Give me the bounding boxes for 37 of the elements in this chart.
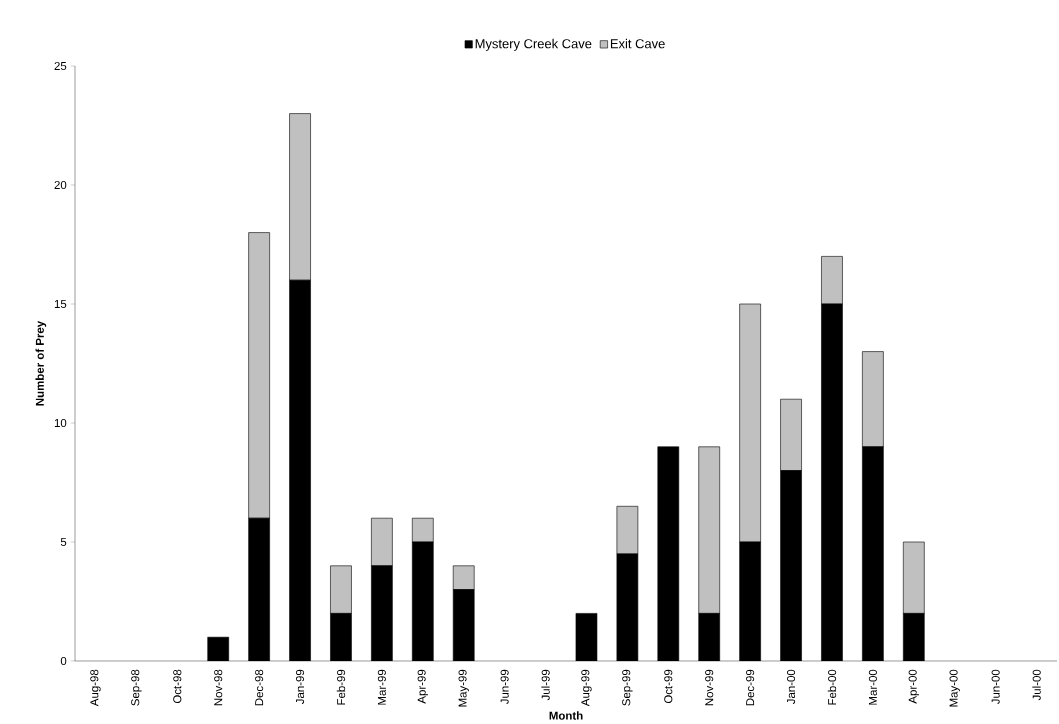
- y-axis-title: Number of Prey: [35, 321, 47, 406]
- bar: [616, 506, 639, 555]
- y-tick-label: 5: [60, 538, 67, 547]
- x-tick-label: Nov-98: [214, 670, 223, 706]
- x-tick-label: Oct-99: [664, 670, 673, 704]
- x-tick-label: Apr-99: [417, 670, 428, 704]
- x-tick-label: May-00: [949, 669, 960, 707]
- x-tick-label: Jun-00: [991, 669, 1000, 705]
- x-tick-label: Aug-99: [581, 670, 592, 707]
- y-tick-label: 15: [54, 300, 67, 309]
- x-tick-label: Dec-99: [746, 670, 755, 706]
- x-tick-label: Jan-00: [786, 669, 796, 705]
- legend-label: Exit Cave: [610, 39, 665, 49]
- y-tick-label: 0: [60, 657, 67, 666]
- x-tick-label: Feb-00: [827, 669, 837, 705]
- y-tick-label: 25: [54, 62, 67, 71]
- x-tick-label: Jun-99: [500, 670, 509, 705]
- x-tick-label: Jul-99: [541, 670, 550, 701]
- x-tick-label: Oct-98: [173, 669, 182, 704]
- x-tick-label: Feb-99: [336, 670, 346, 705]
- x-tick-label: Mar-99: [377, 670, 386, 705]
- x-tick-label: Sep-98: [131, 670, 142, 706]
- x-tick-label: Nov-99: [705, 670, 714, 706]
- legend-label: Mystery Creek Cave: [475, 39, 592, 52]
- x-axis-title: Month: [549, 711, 583, 720]
- bar: [412, 518, 434, 543]
- bar: [739, 303, 761, 543]
- x-tick-label: Mar-00: [868, 669, 877, 705]
- x-tick-label: Apr-00: [908, 669, 919, 704]
- y-tick-label: 10: [54, 419, 67, 428]
- x-tick-label: Jan-99: [295, 670, 305, 705]
- x-tick-label: Dec-98: [255, 670, 264, 706]
- x-tick-label: Sep-99: [622, 670, 633, 706]
- x-tick-label: Jul-00: [1032, 669, 1041, 701]
- x-tick-label: Aug-98: [90, 670, 101, 707]
- x-tick-label: May-99: [458, 670, 469, 707]
- y-tick-label: 20: [54, 181, 67, 190]
